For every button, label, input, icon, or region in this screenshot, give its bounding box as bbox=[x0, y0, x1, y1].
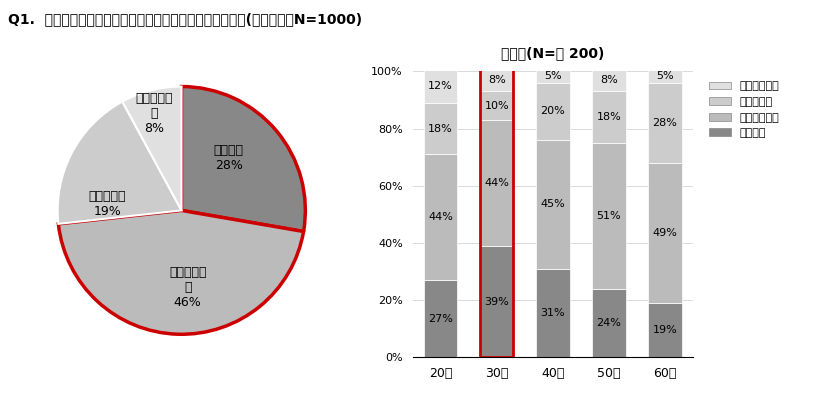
Legend: まったくない, あまりない, ときどきある, よくある: まったくない, あまりない, ときどきある, よくある bbox=[705, 77, 784, 143]
Bar bbox=[592, 289, 625, 357]
Bar bbox=[648, 163, 681, 303]
Bar bbox=[480, 91, 513, 120]
Text: 28%: 28% bbox=[653, 118, 677, 128]
Wedge shape bbox=[182, 87, 305, 231]
Text: よくある
28%: よくある 28% bbox=[214, 145, 243, 172]
Bar bbox=[592, 69, 625, 91]
Title: 年代別(N=各 200): 年代別(N=各 200) bbox=[501, 46, 605, 61]
Text: 24%: 24% bbox=[596, 318, 621, 328]
Bar bbox=[480, 246, 513, 357]
Bar bbox=[536, 69, 569, 83]
Text: 19%: 19% bbox=[653, 325, 677, 335]
Bar bbox=[424, 280, 457, 357]
Text: 20%: 20% bbox=[540, 106, 565, 116]
Bar bbox=[424, 154, 457, 280]
Text: ときどきあ
る
46%: ときどきあ る 46% bbox=[169, 266, 206, 309]
Text: 44%: 44% bbox=[428, 212, 453, 222]
Text: あまりない
19%: あまりない 19% bbox=[88, 190, 126, 218]
Bar bbox=[424, 103, 457, 154]
Bar bbox=[592, 143, 625, 289]
Bar bbox=[480, 120, 513, 246]
Text: 49%: 49% bbox=[653, 228, 677, 238]
Wedge shape bbox=[59, 210, 304, 334]
Text: 8%: 8% bbox=[600, 75, 618, 85]
Text: 44%: 44% bbox=[484, 178, 509, 188]
Text: 18%: 18% bbox=[428, 123, 453, 134]
Text: 5%: 5% bbox=[656, 71, 674, 81]
Bar bbox=[480, 69, 513, 357]
Bar bbox=[648, 69, 681, 83]
Bar bbox=[536, 269, 569, 357]
Bar bbox=[648, 303, 681, 357]
Text: 45%: 45% bbox=[540, 199, 565, 209]
Bar bbox=[592, 91, 625, 143]
Text: 27%: 27% bbox=[428, 314, 453, 324]
Text: まったくな
い
8%: まったくな い 8% bbox=[135, 92, 173, 135]
Bar bbox=[480, 69, 513, 91]
Text: 12%: 12% bbox=[428, 81, 453, 91]
Text: 39%: 39% bbox=[484, 297, 509, 306]
Text: 51%: 51% bbox=[596, 211, 621, 221]
Wedge shape bbox=[58, 102, 182, 224]
Wedge shape bbox=[122, 87, 182, 210]
Text: 31%: 31% bbox=[540, 308, 565, 318]
Text: Q1.  あなたは普段、睡眠不足を感じることがありますか。(単一回答　N=1000): Q1. あなたは普段、睡眠不足を感じることがありますか。(単一回答 N=1000… bbox=[8, 12, 362, 26]
Bar bbox=[648, 83, 681, 163]
Bar bbox=[424, 69, 457, 103]
Bar bbox=[536, 140, 569, 269]
Bar bbox=[536, 83, 569, 140]
Text: 10%: 10% bbox=[484, 101, 509, 111]
Text: 18%: 18% bbox=[596, 112, 621, 122]
Text: 8%: 8% bbox=[488, 75, 506, 85]
Text: 5%: 5% bbox=[544, 71, 562, 81]
